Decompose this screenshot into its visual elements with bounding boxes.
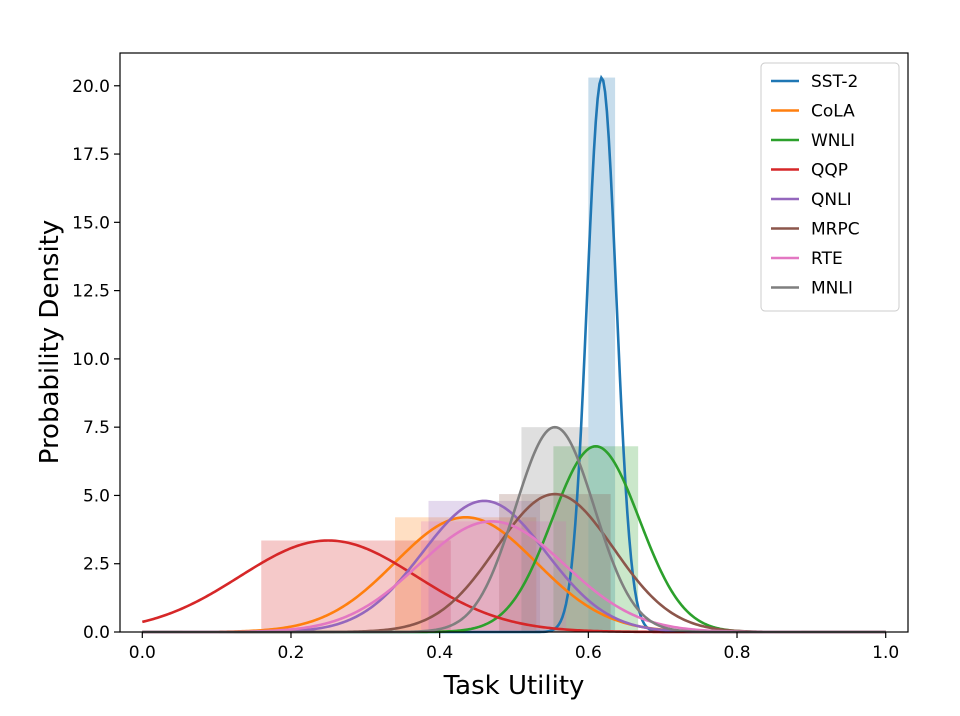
histogram-bars	[261, 77, 639, 632]
x-tick-label: 0.2	[277, 643, 304, 663]
legend-label-rte: RTE	[811, 249, 843, 269]
x-tick-label: 0.8	[723, 643, 750, 663]
y-tick-label: 10.0	[72, 350, 110, 370]
y-tick-label: 5.0	[83, 486, 110, 506]
x-axis-ticks: 0.0 0.2 0.4 0.6 0.8 1.0	[129, 632, 899, 663]
legend-label-qqp: QQP	[811, 161, 848, 181]
bar-cola	[395, 517, 537, 632]
bar-rte	[421, 521, 567, 632]
y-tick-label: 15.0	[72, 213, 110, 233]
legend-label-wnli: WNLI	[811, 131, 855, 151]
y-tick-label: 17.5	[72, 145, 110, 165]
y-axis-ticks: 0.0 2.5 5.0 7.5 10.0 12.5 15.0 17.5 20.0	[72, 77, 120, 643]
y-tick-label: 12.5	[72, 282, 110, 302]
x-tick-label: 0.4	[426, 643, 453, 663]
legend-label-mrpc: MRPC	[811, 220, 860, 240]
x-tick-label: 1.0	[872, 643, 899, 663]
legend-label-sst-2: SST-2	[811, 72, 858, 92]
y-tick-label: 7.5	[83, 418, 110, 438]
legend-box	[760, 62, 900, 312]
x-axis-label: Task Utility	[443, 671, 585, 701]
x-tick-label: 0.6	[575, 643, 602, 663]
legend-label-cola: CoLA	[811, 102, 855, 122]
y-tick-label: 2.5	[83, 555, 110, 575]
legend-label-mnli: MNLI	[811, 279, 853, 299]
y-tick-label: 20.0	[72, 77, 110, 97]
y-tick-label: 0.0	[83, 623, 110, 643]
plot-frame	[119, 52, 909, 633]
y-axis-label: Probability Density	[35, 220, 65, 465]
x-tick-label: 0.0	[129, 643, 156, 663]
legend: SST-2 CoLA WNLI QQP QNLI MRPC RTE MNLI	[760, 62, 900, 312]
legend-label-qnli: QNLI	[811, 190, 852, 210]
